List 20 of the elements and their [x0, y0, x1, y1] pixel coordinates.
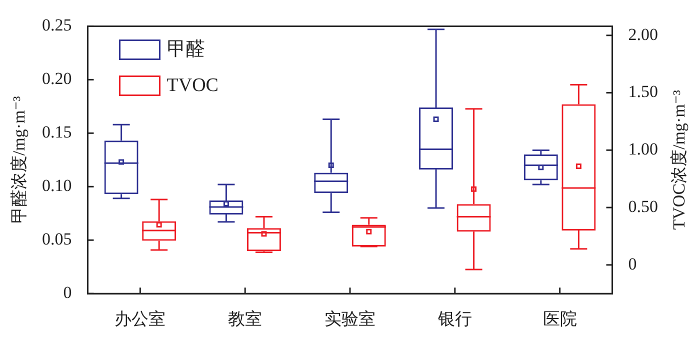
y2-tick-label: 0.50	[628, 196, 658, 216]
legend-label: TVOC	[166, 75, 218, 96]
y2-tick-label: 0	[628, 254, 637, 274]
x-tick-label: 办公室	[114, 309, 166, 328]
y-tick-label: 0.05	[42, 230, 72, 249]
y-tick-label: 0.25	[42, 16, 72, 35]
y-tick-label: 0.10	[42, 176, 72, 196]
x-tick-label: 实验室	[324, 309, 376, 328]
y2-tick-label: 2.00	[628, 24, 658, 44]
legend-label: 甲醛	[166, 39, 205, 60]
y2-tick-label: 1.00	[628, 140, 658, 159]
x-tick-label: 银行	[436, 309, 472, 328]
y-tick-label: 0.15	[42, 122, 72, 142]
x-tick-label: 医院	[542, 309, 577, 328]
y-axis-title: 甲醛浓度/mg·m⁻³	[9, 96, 28, 224]
y-tick-label: 0	[63, 283, 72, 302]
y2-tick-label: 1.50	[628, 82, 658, 102]
y2-axis-title: TVOC浓度/mg·m⁻³	[669, 90, 688, 230]
x-tick-label: 教室	[228, 309, 262, 328]
y-tick-label: 0.20	[42, 69, 72, 88]
